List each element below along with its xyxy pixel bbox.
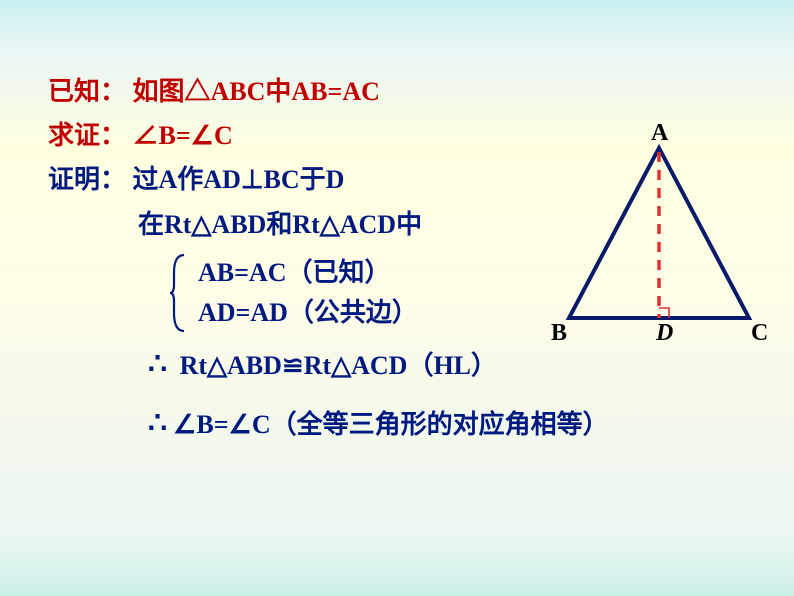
step3: Rt△ABD≌Rt△ACD（HL） (173, 351, 497, 380)
step1: 过A作AD⊥BC于D (133, 165, 345, 194)
brace-line2: AD=AD（公共边） (198, 293, 558, 333)
vertex-label-b: B (551, 320, 567, 347)
proof-step1-line: 证明： 过A作AD⊥BC于D (48, 158, 558, 202)
vertex-label-a: A (651, 120, 668, 147)
prove-line: 求证： ∠B=∠C (48, 114, 558, 158)
brace-line1: AB=AC（已知） (198, 253, 558, 293)
proof-content: 已知： 如图△ABC中AB=AC 求证： ∠B=∠C 证明： 过A作AD⊥BC于… (48, 70, 558, 449)
prove-label: 求证： (48, 121, 126, 150)
brace-group: AB=AC（已知） AD=AD（公共边） (168, 253, 558, 334)
step4-line: ∴∠B=∠C（全等三角形的对应角相等） (148, 398, 558, 449)
vertex-label-d: D (656, 320, 673, 347)
given-text: 如图△ABC中AB=AC (133, 77, 380, 106)
vertex-label-c: C (751, 320, 768, 347)
given-label: 已知： (48, 77, 126, 106)
prove-text: ∠B=∠C (133, 121, 233, 150)
triangle-svg (554, 130, 764, 330)
brace-icon (168, 253, 190, 333)
step2: 在Rt△ABD和Rt△ACD中 (138, 203, 558, 247)
proof-label: 证明： (48, 165, 126, 194)
therefore-1: ∴ (148, 348, 167, 381)
therefore-2: ∴ (148, 407, 167, 440)
step4: ∠B=∠C（全等三角形的对应角相等） (173, 410, 609, 439)
triangle-diagram: A B C D (554, 130, 764, 350)
given-line: 已知： 如图△ABC中AB=AC (48, 70, 558, 114)
step3-line: ∴ Rt△ABD≌Rt△ACD（HL） (148, 339, 558, 390)
